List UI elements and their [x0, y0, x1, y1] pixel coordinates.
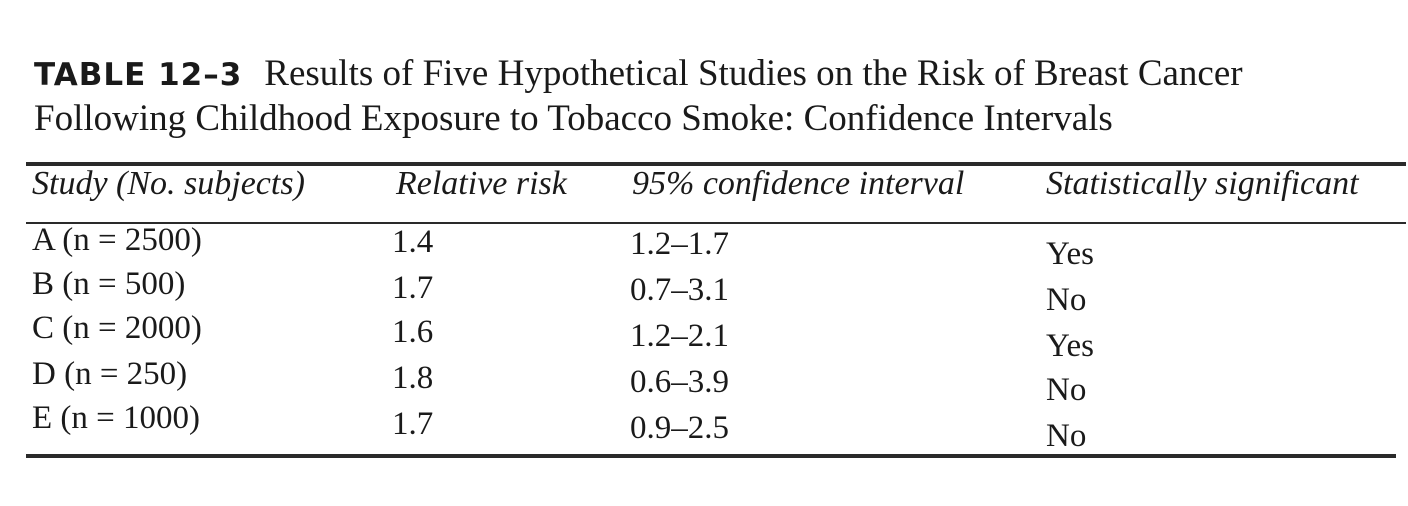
cell-relative-risk: 1.8 — [392, 360, 434, 396]
table-title: Results of Five Hypothetical Studies on … — [34, 53, 1243, 139]
cell-confidence-interval: 0.6–3.9 — [630, 364, 729, 400]
cell-study: C (n = 2000) — [32, 310, 202, 346]
cell-study: D (n = 250) — [32, 356, 188, 392]
cell-significant: Yes — [1046, 328, 1095, 364]
table-label: TABLE 12–3 — [34, 57, 243, 93]
header-rule — [26, 222, 1406, 224]
top-rule — [26, 162, 1406, 166]
cell-study: E (n = 1000) — [32, 400, 200, 436]
cell-confidence-interval: 0.7–3.1 — [630, 272, 729, 308]
cell-confidence-interval: 0.9–2.5 — [630, 410, 729, 446]
cell-relative-risk: 1.7 — [392, 270, 434, 306]
cell-significant: Yes — [1046, 236, 1095, 272]
header-relative-risk: Relative risk — [396, 165, 567, 202]
cell-significant: No — [1046, 282, 1087, 318]
header-confidence-interval: 95% confidence interval — [632, 165, 965, 202]
header-statistically-significant: Statistically significant — [1046, 165, 1359, 202]
bottom-rule — [26, 454, 1396, 458]
cell-relative-risk: 1.7 — [392, 406, 434, 442]
header-study: Study (No. subjects) — [32, 165, 305, 202]
cell-significant: No — [1046, 418, 1087, 454]
cell-relative-risk: 1.4 — [392, 224, 434, 260]
table-caption: TABLE 12–3 Results of Five Hypothetical S… — [34, 52, 1394, 141]
cell-confidence-interval: 1.2–1.7 — [630, 226, 729, 262]
cell-study: B (n = 500) — [32, 266, 186, 302]
cell-relative-risk: 1.6 — [392, 314, 434, 350]
cell-study: A (n = 2500) — [32, 222, 202, 258]
cell-confidence-interval: 1.2–2.1 — [630, 318, 729, 354]
cell-significant: No — [1046, 372, 1087, 408]
